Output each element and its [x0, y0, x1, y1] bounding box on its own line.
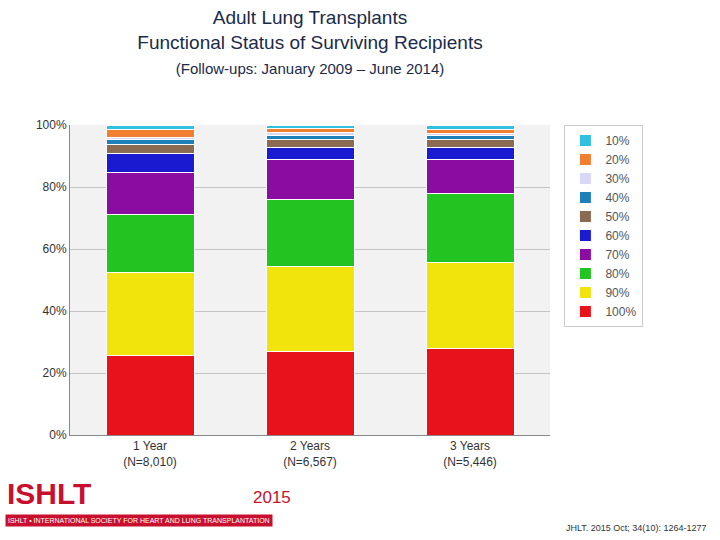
svg-text:70%: 70% — [605, 248, 629, 262]
svg-text:60%: 60% — [43, 242, 67, 256]
svg-text:100%: 100% — [36, 118, 67, 132]
svg-text:0%: 0% — [49, 428, 67, 442]
svg-text:80%: 80% — [605, 267, 629, 281]
svg-text:20%: 20% — [605, 153, 629, 167]
svg-text:3 Years(N=5,446): 3 Years(N=5,446) — [443, 439, 497, 469]
svg-text:30%: 30% — [605, 172, 629, 186]
svg-text:90%: 90% — [605, 286, 629, 300]
svg-text:JHLT. 2015 Oct; 34(10): 1264-1: JHLT. 2015 Oct; 34(10): 1264-1277 — [566, 523, 706, 533]
svg-text:20%: 20% — [43, 366, 67, 380]
svg-text:40%: 40% — [43, 304, 67, 318]
svg-text:2 Years(N=6,567): 2 Years(N=6,567) — [283, 439, 337, 469]
svg-text:1 Year(N=8,010): 1 Year(N=8,010) — [123, 439, 177, 469]
svg-text:100%: 100% — [605, 305, 636, 319]
svg-text:2015: 2015 — [253, 488, 291, 507]
svg-text:40%: 40% — [605, 191, 629, 205]
svg-text:10%: 10% — [605, 134, 629, 148]
svg-text:ISHLT: ISHLT — [7, 477, 91, 510]
svg-text:Adult Lung TransplantsFunction: Adult Lung TransplantsFunctional Status … — [137, 7, 482, 76]
svg-text:ISHLT • INTERNATIONAL SOCIETY: ISHLT • INTERNATIONAL SOCIETY FOR HEART … — [8, 517, 270, 524]
svg-text:60%: 60% — [605, 229, 629, 243]
svg-text:80%: 80% — [43, 180, 67, 194]
svg-text:50%: 50% — [605, 210, 629, 224]
